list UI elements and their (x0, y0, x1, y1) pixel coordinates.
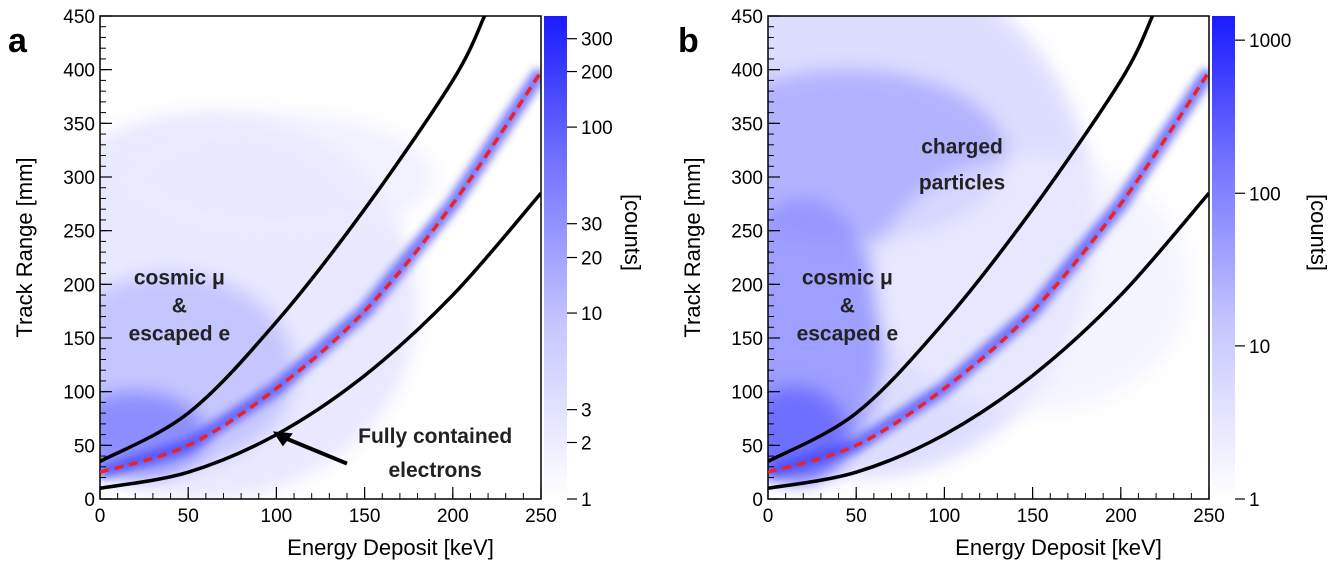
x-tick-label: 200 (1105, 506, 1137, 527)
annotation: Fully contained electrons (272, 425, 512, 482)
annotation-text: escaped e (797, 322, 899, 345)
y-tick-label: 450 (731, 7, 763, 28)
plot-frame (767, 15, 1210, 500)
y-tick-label: 200 (63, 275, 95, 296)
colorbar-tick-label: 1 (581, 490, 592, 511)
x-axis-label: Energy Deposit [keV] (287, 535, 494, 560)
chart-panel-a: 0 50 100 150 200 250 0 50 100 150 200 250 300 350 400 4… (8, 7, 645, 560)
y-tick-label: 150 (731, 329, 763, 350)
x-tick-label: 150 (349, 506, 381, 527)
y-tick-label: 450 (63, 7, 95, 28)
x-tick-label: 0 (763, 506, 774, 527)
solid-curve-0 (768, 16, 1155, 463)
y-tick-label: 0 (752, 490, 763, 511)
solid-curve-2 (100, 191, 541, 490)
colorbar-tick-label: 10 (581, 304, 602, 325)
colorbar-gradient (1212, 16, 1235, 499)
x-tick-label: 250 (1193, 506, 1225, 527)
annotation-text: & (172, 294, 187, 317)
colorbar-tick-label: 100 (581, 118, 613, 139)
y-tick-label: 400 (63, 61, 95, 82)
y-tick-label: 350 (731, 114, 763, 135)
annotation-text: Fully contained (358, 425, 512, 448)
annotation-arrowhead (272, 431, 293, 447)
annotation-text: cosmic μ (802, 266, 893, 289)
colorbar: 1 2 3 10 20 30 100 200 300 [counts] (544, 16, 645, 511)
x-tick-label: 50 (178, 506, 199, 527)
annotation-text: electrons (388, 459, 481, 482)
colorbar-tick-label: 200 (581, 63, 613, 84)
panel-letter: a (8, 22, 28, 60)
solid-curve-2 (768, 191, 1209, 490)
x-tick-label: 150 (1017, 506, 1049, 527)
solid-curve-0 (100, 16, 487, 463)
annotation-arrow (280, 434, 348, 466)
colorbar-tick-label: 1 (1249, 490, 1260, 511)
x-tick-label: 0 (95, 506, 106, 527)
dashed-curve (768, 70, 1209, 474)
y-tick-label: 200 (731, 275, 763, 296)
colorbar-label: [counts] (620, 194, 645, 271)
colorbar-tick-label: 10 (1249, 337, 1270, 358)
curves (768, 16, 1209, 490)
y-tick-label: 50 (74, 436, 95, 457)
annotation-text: charged (921, 135, 1003, 158)
y-tick-label: 150 (63, 329, 95, 350)
annotation-text: particles (919, 171, 1005, 194)
annotation: cosmic μ & escaped e (797, 266, 899, 345)
colorbar-tick-label: 1000 (1249, 31, 1291, 52)
y-tick-label: 50 (742, 436, 763, 457)
y-tick-label: 0 (84, 490, 95, 511)
panel-letter: b (678, 22, 699, 60)
plot-frame (99, 15, 542, 500)
y-tick-label: 350 (63, 114, 95, 135)
dashed-curve (100, 70, 541, 474)
y-axis-label: Track Range [mm] (12, 157, 37, 337)
y-tick-label: 300 (63, 168, 95, 189)
x-tick-label: 100 (929, 506, 961, 527)
colorbar-tick-label: 20 (581, 249, 602, 270)
y-tick-label: 300 (731, 168, 763, 189)
annotation: charged particles (919, 135, 1005, 194)
y-axis-label: Track Range [mm] (680, 157, 705, 337)
y-tick-label: 400 (731, 61, 763, 82)
colorbar-gradient (544, 16, 567, 499)
colorbar-tick-label: 3 (581, 401, 592, 422)
annotation-text: escaped e (129, 322, 231, 345)
annotation-text: & (840, 294, 855, 317)
x-tick-label: 100 (261, 506, 293, 527)
chart-panel-b: 0 50 100 150 200 250 0 50 100 150 200 250 300 350 400 4… (678, 7, 1331, 560)
x-axis-label: Energy Deposit [keV] (955, 535, 1162, 560)
y-tick-label: 100 (63, 383, 95, 404)
curves (100, 16, 541, 490)
colorbar: 1 10 100 1000 [counts] (1212, 16, 1331, 511)
y-tick-label: 250 (63, 222, 95, 243)
colorbar-tick-label: 100 (1249, 184, 1281, 205)
y-tick-label: 100 (731, 383, 763, 404)
density-blob (117, 112, 436, 242)
annotation-text: cosmic μ (134, 266, 225, 289)
density-map (768, 16, 1209, 483)
density-map (100, 67, 541, 499)
x-tick-label: 250 (525, 506, 557, 527)
colorbar-label: [counts] (1306, 194, 1331, 271)
x-tick-label: 50 (846, 506, 867, 527)
annotation: cosmic μ & escaped e (129, 266, 231, 345)
x-tick-label: 200 (437, 506, 469, 527)
colorbar-tick-label: 2 (581, 433, 592, 454)
colorbar-tick-label: 300 (581, 30, 613, 51)
colorbar-tick-label: 30 (581, 215, 602, 236)
y-tick-label: 250 (731, 222, 763, 243)
